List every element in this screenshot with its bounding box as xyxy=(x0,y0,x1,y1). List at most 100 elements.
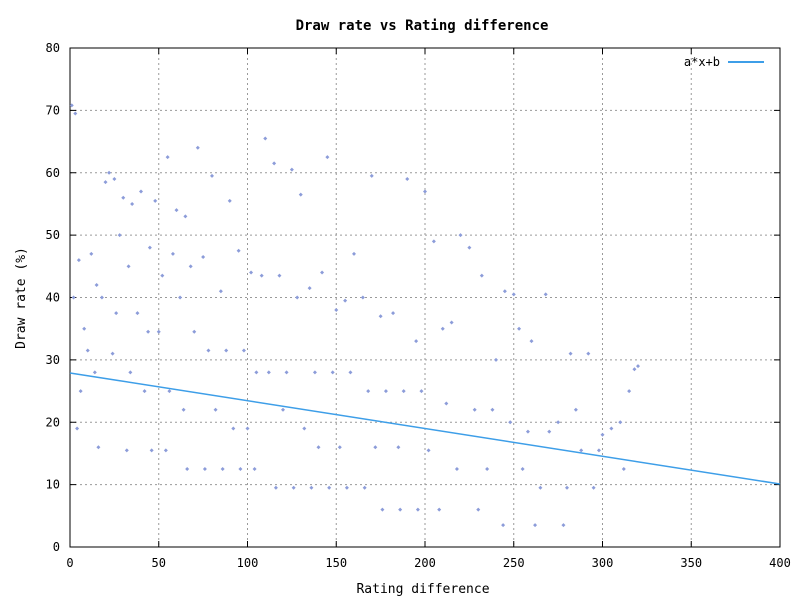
data-point xyxy=(529,339,534,344)
data-point xyxy=(126,264,131,269)
legend-label-fit: a*x+b xyxy=(684,55,720,69)
data-point xyxy=(99,295,104,300)
x-axis-tick-labels: 0 50 100 150 200 250 300 350 400 xyxy=(66,556,790,570)
data-point xyxy=(263,136,268,141)
data-point xyxy=(568,351,573,356)
x-tick-label: 250 xyxy=(503,556,525,570)
data-point xyxy=(75,426,80,431)
data-point xyxy=(224,348,229,353)
x-tick-label: 400 xyxy=(769,556,791,570)
data-point xyxy=(128,370,133,375)
data-point xyxy=(479,273,484,278)
data-points xyxy=(69,103,640,528)
data-point xyxy=(153,198,158,203)
data-point xyxy=(396,445,401,450)
data-point xyxy=(419,389,424,394)
data-point xyxy=(401,389,406,394)
data-point xyxy=(458,233,463,238)
data-point xyxy=(96,445,101,450)
data-point xyxy=(254,370,259,375)
data-point xyxy=(362,485,367,490)
data-point xyxy=(502,289,507,294)
data-point xyxy=(525,429,530,434)
data-point xyxy=(206,348,211,353)
data-point xyxy=(360,295,365,300)
data-point xyxy=(114,311,119,316)
data-point xyxy=(573,407,578,412)
data-point xyxy=(344,485,349,490)
data-point xyxy=(383,389,388,394)
data-point xyxy=(467,245,472,250)
y-tick-label: 60 xyxy=(46,166,60,180)
data-point xyxy=(391,311,396,316)
data-point xyxy=(192,329,197,334)
data-point xyxy=(94,283,99,288)
y-tick-label: 40 xyxy=(46,291,60,305)
data-point xyxy=(369,173,374,178)
y-axis-label: Draw rate (%) xyxy=(14,247,29,349)
data-point xyxy=(302,426,307,431)
data-point xyxy=(121,195,126,200)
data-point xyxy=(398,507,403,512)
data-point xyxy=(405,176,410,181)
data-point xyxy=(586,351,591,356)
data-point xyxy=(188,264,193,269)
data-point xyxy=(565,485,569,490)
data-point xyxy=(609,426,614,431)
y-tick-label: 30 xyxy=(46,353,60,367)
data-point xyxy=(92,370,97,375)
data-point xyxy=(437,507,442,512)
fit-line xyxy=(69,372,781,485)
data-point xyxy=(124,448,129,453)
data-point xyxy=(309,485,314,490)
data-point xyxy=(295,295,300,300)
x-axis-label: Rating difference xyxy=(356,582,489,597)
data-point xyxy=(426,448,431,453)
data-point xyxy=(135,311,140,316)
data-point xyxy=(201,254,206,259)
data-point xyxy=(325,155,330,160)
data-point xyxy=(366,389,371,394)
data-point xyxy=(78,389,83,394)
data-point xyxy=(517,326,522,331)
data-point xyxy=(147,245,152,250)
data-point xyxy=(312,370,317,375)
y-tick-label: 80 xyxy=(46,41,60,55)
data-point xyxy=(543,292,548,297)
data-point xyxy=(596,448,601,453)
data-point xyxy=(352,251,356,256)
x-tick-label: 150 xyxy=(325,556,347,570)
data-point xyxy=(76,258,81,263)
data-point xyxy=(103,180,108,185)
legend: a*x+b xyxy=(684,55,764,69)
data-point xyxy=(277,273,282,278)
data-point xyxy=(414,339,419,344)
data-point xyxy=(320,270,325,275)
data-point xyxy=(167,389,172,394)
y-tick-label: 50 xyxy=(46,228,60,242)
data-point xyxy=(241,348,246,353)
data-point xyxy=(249,270,254,275)
data-point xyxy=(533,523,538,528)
data-point xyxy=(547,429,552,434)
data-point xyxy=(632,367,637,372)
data-point xyxy=(284,370,289,375)
data-point xyxy=(82,326,87,331)
data-point xyxy=(621,467,626,472)
data-point xyxy=(327,485,332,490)
data-point xyxy=(231,426,236,431)
data-point xyxy=(110,351,115,356)
data-point xyxy=(281,407,285,412)
data-point xyxy=(89,251,94,256)
data-point xyxy=(183,214,188,219)
x-tick-label: 200 xyxy=(414,556,436,570)
data-point xyxy=(227,198,232,203)
data-point xyxy=(600,432,605,437)
data-point xyxy=(627,389,632,394)
data-point xyxy=(117,233,122,238)
data-point xyxy=(343,298,348,303)
data-point xyxy=(69,103,74,108)
data-point xyxy=(165,155,170,160)
data-point xyxy=(71,295,76,300)
data-point xyxy=(238,467,243,472)
